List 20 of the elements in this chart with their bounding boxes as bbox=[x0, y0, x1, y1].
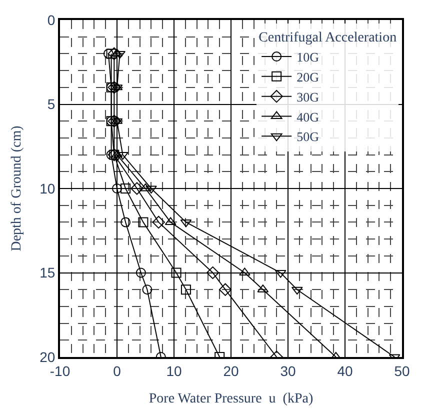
legend-label: 30G bbox=[296, 89, 319, 104]
y-tick-label: 0 bbox=[47, 12, 56, 28]
legend-label: 40G bbox=[296, 109, 319, 124]
x-tick-label: 0 bbox=[113, 362, 122, 379]
x-tick-label: 30 bbox=[280, 362, 296, 379]
y-tick-label: 15 bbox=[40, 264, 56, 281]
y-tick-label: 10 bbox=[40, 180, 56, 196]
x-tick-label: -10 bbox=[50, 362, 70, 379]
legend-title: Centrifugal Acceleration bbox=[258, 30, 397, 46]
x-tick-label: 40 bbox=[337, 362, 353, 379]
legend-label: 50G bbox=[296, 129, 319, 144]
legend-label: 10G bbox=[296, 50, 319, 65]
x-tick-label: 20 bbox=[223, 362, 239, 379]
y-tick-label: 5 bbox=[47, 96, 56, 112]
x-axis-title: Pore Water Pressure u (kPa) bbox=[148, 392, 314, 407]
y-tick-label: 20 bbox=[40, 348, 56, 365]
x-tick-label: 50 bbox=[394, 362, 410, 379]
legend-label: 20G bbox=[296, 69, 319, 84]
y-axis-title: Depth of Ground (cm) bbox=[10, 125, 25, 252]
x-tick-label: 10 bbox=[166, 362, 182, 379]
